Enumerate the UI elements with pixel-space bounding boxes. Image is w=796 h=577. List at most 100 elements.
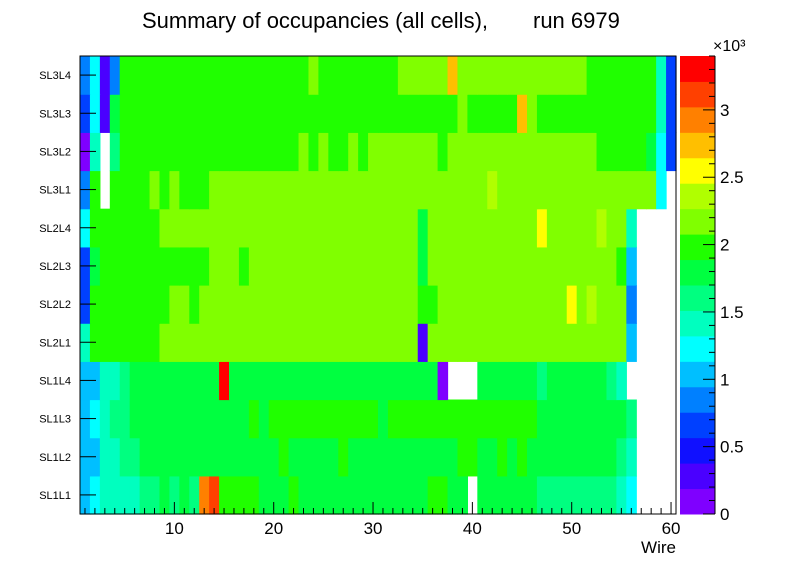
- heatmap-cell: [338, 132, 349, 172]
- heatmap-cell: [238, 208, 250, 248]
- heatmap-cell: [626, 285, 637, 324]
- heatmap-cell: [378, 170, 389, 210]
- y-tick-label: SL3L2: [39, 146, 71, 158]
- heatmap-cell: [189, 94, 200, 133]
- heatmap-cell: [159, 94, 170, 133]
- heatmap-cell: [536, 361, 548, 401]
- heatmap-cell: [109, 132, 121, 172]
- heatmap-cell: [189, 208, 200, 248]
- heatmap-cell: [328, 94, 339, 133]
- heatmap-cell: [229, 323, 240, 362]
- heatmap-cell: [238, 246, 250, 286]
- heatmap-cell: [447, 208, 459, 248]
- colorbar-tick-label: 2: [720, 236, 729, 255]
- heatmap-cell: [507, 94, 518, 133]
- colorbar-band: [680, 132, 715, 159]
- colorbar-band: [680, 437, 715, 464]
- heatmap-cell: [517, 208, 528, 248]
- heatmap-cell: [318, 361, 329, 401]
- heatmap-cell: [189, 170, 200, 210]
- heatmap-cell: [427, 285, 439, 324]
- colorbar-band: [680, 310, 715, 337]
- y-tick-label: SL3L1: [39, 185, 71, 197]
- heatmap-cell: [596, 56, 608, 95]
- plot-frame: [79, 55, 677, 515]
- heatmap-cell: [576, 475, 588, 515]
- heatmap-cell: [99, 361, 111, 401]
- heatmap-cell: [268, 170, 280, 210]
- heatmap-cell: [229, 437, 240, 477]
- heatmap-cell: [626, 208, 637, 248]
- heatmap-cell: [566, 132, 578, 172]
- heatmap-cell: [189, 361, 200, 401]
- heatmap-cell: [209, 94, 220, 133]
- heatmap-cell: [358, 246, 369, 286]
- heatmap-cell: [338, 94, 349, 133]
- heatmap-cell: [139, 361, 151, 401]
- heatmap-cell: [586, 132, 598, 172]
- heatmap-cell: [199, 94, 210, 133]
- x-tick-label: 60: [662, 519, 681, 538]
- heatmap-cell: [209, 323, 220, 362]
- heatmap-cell: [358, 323, 369, 362]
- color-scale: 0 0.5 1 1.5 2 2.5 3: [680, 55, 744, 524]
- heatmap-cell: [427, 246, 439, 286]
- heatmap-cell: [129, 170, 141, 210]
- heatmap-cell: [387, 56, 399, 95]
- colorbar-band: [680, 412, 715, 439]
- heatmap-cell: [179, 94, 190, 133]
- heatmap-cell: [556, 475, 568, 515]
- heatmap-cell: [477, 475, 488, 515]
- heatmap-cell: [536, 170, 548, 210]
- heatmap-cell: [238, 56, 250, 95]
- heatmap-cell: [179, 56, 190, 95]
- heatmap-cell: [119, 56, 131, 95]
- heatmap-cell: [566, 399, 578, 439]
- heatmap-cell: [238, 132, 250, 172]
- heatmap-cell: [626, 170, 637, 210]
- heatmap-cell: [149, 208, 161, 248]
- heatmap-cell: [566, 56, 578, 95]
- heatmap-cell: [229, 285, 240, 324]
- heatmap-cell: [169, 132, 180, 172]
- heatmap-cell: [318, 323, 329, 362]
- y-tick-label: SL3L3: [39, 108, 71, 120]
- heatmap-cell: [328, 437, 339, 477]
- heatmap-cell: [467, 208, 478, 248]
- heatmap-cell: [457, 94, 468, 133]
- heatmap-cell: [308, 399, 319, 439]
- heatmap-cell: [219, 361, 230, 401]
- heatmap-cell: [328, 170, 339, 210]
- heatmap-cell: [368, 361, 379, 401]
- heatmap-cell: [199, 246, 210, 286]
- heatmap-cell: [606, 285, 617, 324]
- heatmap-cell: [298, 323, 310, 362]
- heatmap-cell: [109, 208, 121, 248]
- heatmap-cell: [248, 56, 260, 95]
- heatmap-cell: [407, 132, 419, 172]
- heatmap-cell: [606, 132, 617, 172]
- heatmap-cell: [596, 132, 608, 172]
- heatmap-cell: [586, 170, 598, 210]
- heatmap-cell: [636, 170, 647, 210]
- heatmap-cell: [338, 285, 349, 324]
- heatmap-cell: [298, 132, 310, 172]
- heatmap-cell: [159, 208, 170, 248]
- heatmap-cell: [626, 56, 637, 95]
- heatmap-cell: [407, 475, 419, 515]
- heatmap-cell: [288, 56, 300, 95]
- heatmap-cell: [238, 323, 250, 362]
- heatmap-cell: [278, 170, 290, 210]
- heatmap-cell: [358, 475, 369, 515]
- heatmap-cell: [517, 285, 528, 324]
- heatmap-cell: [298, 285, 310, 324]
- heatmap-cell: [576, 94, 588, 133]
- heatmap-cell: [437, 475, 449, 515]
- heatmap-cell: [358, 94, 369, 133]
- colorbar-band: [680, 335, 715, 362]
- heatmap-cell: [457, 170, 468, 210]
- heatmap-cell: [566, 170, 578, 210]
- heatmap-cell: [298, 475, 310, 515]
- heatmap-cell: [487, 285, 498, 324]
- heatmap-cell: [149, 132, 161, 172]
